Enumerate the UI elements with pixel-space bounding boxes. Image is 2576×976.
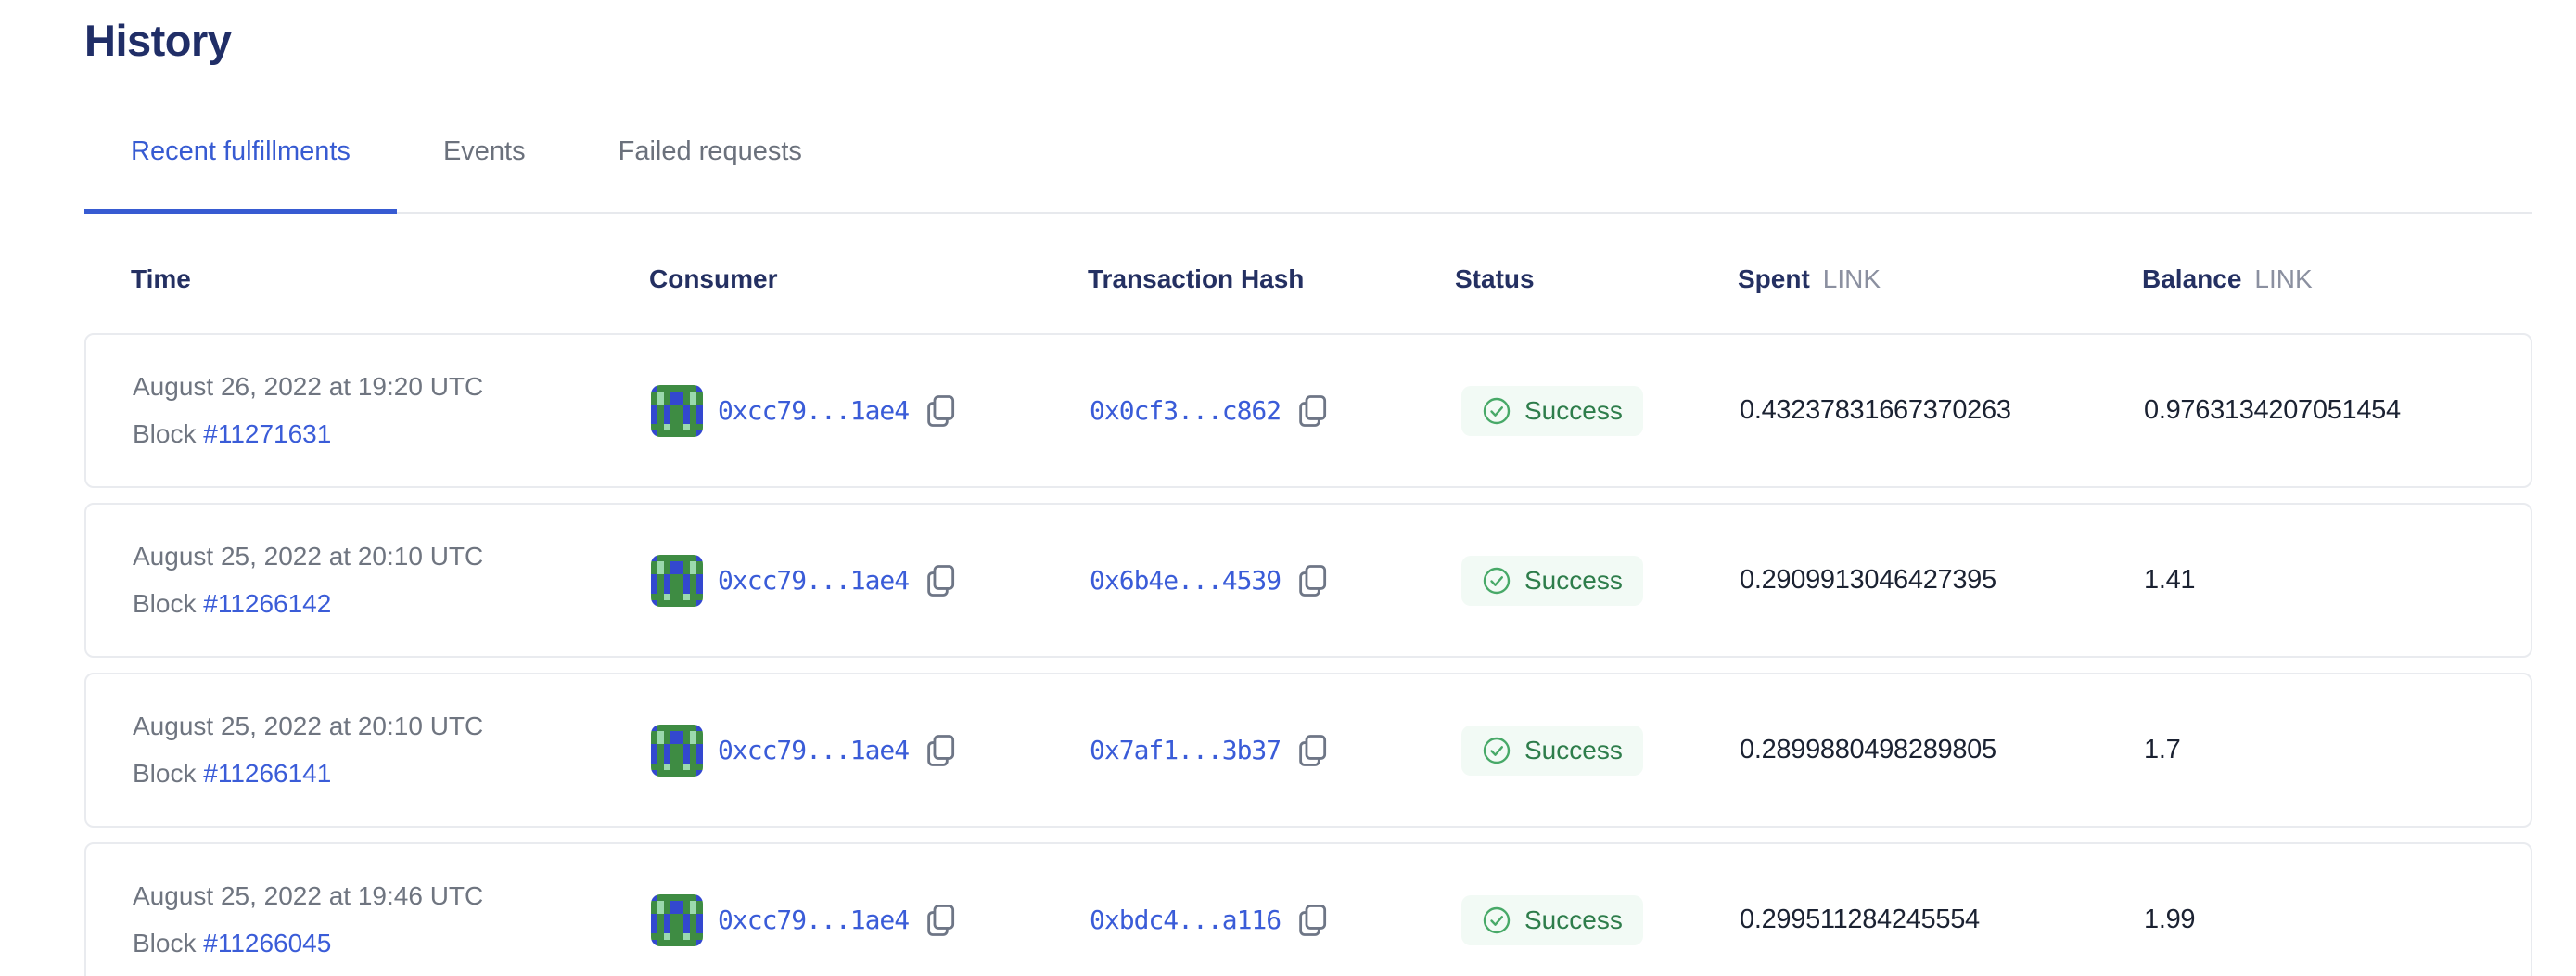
blockies-avatar-icon bbox=[651, 724, 703, 777]
spent-value: 0.2909913046427395 bbox=[1740, 565, 1996, 595]
block-label: Block bbox=[133, 589, 197, 618]
status-badge: Success bbox=[1461, 555, 1643, 606]
consumer-address-link[interactable]: 0xcc79...1ae4 bbox=[718, 905, 910, 935]
status-label: Success bbox=[1524, 565, 1623, 595]
timestamp: August 25, 2022 at 20:10 UTC bbox=[133, 712, 484, 740]
consumer-address-link[interactable]: 0xcc79...1ae4 bbox=[718, 735, 910, 765]
copy-icon[interactable] bbox=[925, 563, 957, 598]
table-header: Time Consumer Transaction Hash Status Sp… bbox=[84, 264, 2532, 294]
copy-icon[interactable] bbox=[1297, 903, 1329, 938]
header-transaction-hash: Transaction Hash bbox=[1088, 264, 1305, 293]
timestamp: August 26, 2022 at 19:20 UTC bbox=[133, 372, 484, 401]
blockies-avatar-icon bbox=[651, 384, 703, 437]
page-title: History bbox=[84, 16, 232, 65]
time-cell: August 25, 2022 at 20:10 UTC Block #1126… bbox=[133, 713, 651, 787]
block-link[interactable]: #11271631 bbox=[203, 419, 332, 448]
block-label: Block bbox=[133, 759, 197, 788]
table-row: August 25, 2022 at 20:10 UTC Block #1126… bbox=[84, 503, 2532, 658]
block-link[interactable]: #11266045 bbox=[203, 929, 332, 957]
spent-value: 0.43237831667370263 bbox=[1740, 395, 2011, 425]
status-cell: Success bbox=[1457, 725, 1740, 776]
block-label: Block bbox=[133, 929, 197, 957]
time-cell: August 25, 2022 at 20:10 UTC Block #1126… bbox=[133, 544, 651, 617]
consumer-cell: 0xcc79...1ae4 bbox=[651, 554, 1090, 607]
consumer-address-link[interactable]: 0xcc79...1ae4 bbox=[718, 565, 910, 596]
block-link[interactable]: #11266141 bbox=[203, 759, 332, 788]
balance-value: 1.41 bbox=[2144, 565, 2196, 595]
copy-icon[interactable] bbox=[925, 903, 957, 938]
copy-icon[interactable] bbox=[925, 393, 957, 429]
header-time: Time bbox=[131, 264, 191, 293]
copy-icon[interactable] bbox=[1297, 733, 1329, 768]
spent-value: 0.2899880498289805 bbox=[1740, 735, 1996, 764]
check-circle-icon bbox=[1483, 737, 1511, 764]
time-cell: August 25, 2022 at 19:46 UTC Block #1126… bbox=[133, 883, 651, 957]
tx-hash-link[interactable]: 0x7af1...3b37 bbox=[1090, 735, 1282, 765]
header-spent-unit: LINK bbox=[1822, 264, 1881, 293]
time-cell: August 26, 2022 at 19:20 UTC Block #1127… bbox=[133, 374, 651, 447]
tabs: Recent fulfillments Events Failed reques… bbox=[84, 136, 2532, 214]
spent-value: 0.299511284245554 bbox=[1740, 905, 1980, 934]
status-cell: Success bbox=[1457, 894, 1740, 945]
blockies-avatar-icon bbox=[651, 554, 703, 607]
table-row: August 25, 2022 at 20:10 UTC Block #1126… bbox=[84, 673, 2532, 828]
header-balance-unit: LINK bbox=[2254, 264, 2313, 293]
tx-hash-cell: 0x0cf3...c862 bbox=[1090, 393, 1457, 429]
balance-value: 1.7 bbox=[2144, 735, 2181, 764]
consumer-cell: 0xcc79...1ae4 bbox=[651, 893, 1090, 946]
consumer-cell: 0xcc79...1ae4 bbox=[651, 724, 1090, 777]
header-consumer: Consumer bbox=[649, 264, 778, 293]
blockies-avatar-icon bbox=[651, 893, 703, 946]
header-spent: Spent LINK bbox=[1738, 264, 1881, 293]
header-balance: Balance LINK bbox=[2142, 264, 2313, 293]
copy-icon[interactable] bbox=[1297, 393, 1329, 429]
block-line: Block #11266142 bbox=[133, 591, 651, 617]
status-badge: Success bbox=[1461, 725, 1643, 776]
status-badge: Success bbox=[1461, 385, 1643, 436]
block-line: Block #11271631 bbox=[133, 421, 651, 447]
tab-failed-requests[interactable]: Failed requests bbox=[618, 136, 802, 166]
check-circle-icon bbox=[1483, 906, 1511, 933]
balance-value: 1.99 bbox=[2144, 905, 2196, 934]
table-row: August 26, 2022 at 19:20 UTC Block #1127… bbox=[84, 333, 2532, 488]
block-link[interactable]: #11266142 bbox=[203, 589, 332, 618]
balance-value: 0.9763134207051454 bbox=[2144, 395, 2401, 425]
block-line: Block #11266045 bbox=[133, 931, 651, 957]
tx-hash-cell: 0xbdc4...a116 bbox=[1090, 903, 1457, 938]
check-circle-icon bbox=[1483, 397, 1511, 424]
tx-hash-link[interactable]: 0x0cf3...c862 bbox=[1090, 395, 1282, 426]
tab-events[interactable]: Events bbox=[442, 136, 526, 166]
copy-icon[interactable] bbox=[1297, 563, 1329, 598]
tx-hash-link[interactable]: 0x6b4e...4539 bbox=[1090, 565, 1282, 596]
table-body: August 26, 2022 at 19:20 UTC Block #1127… bbox=[84, 333, 2576, 976]
status-badge: Success bbox=[1461, 894, 1643, 945]
tx-hash-cell: 0x6b4e...4539 bbox=[1090, 563, 1457, 598]
status-label: Success bbox=[1524, 905, 1623, 934]
check-circle-icon bbox=[1483, 567, 1511, 594]
status-cell: Success bbox=[1457, 385, 1740, 436]
table-row: August 25, 2022 at 19:46 UTC Block #1126… bbox=[84, 842, 2532, 976]
tx-hash-link[interactable]: 0xbdc4...a116 bbox=[1090, 905, 1282, 935]
tab-recent-fulfillments[interactable]: Recent fulfillments bbox=[84, 136, 397, 214]
tx-hash-cell: 0x7af1...3b37 bbox=[1090, 733, 1457, 768]
consumer-address-link[interactable]: 0xcc79...1ae4 bbox=[718, 395, 910, 426]
block-line: Block #11266141 bbox=[133, 761, 651, 787]
header-status: Status bbox=[1455, 264, 1535, 293]
consumer-cell: 0xcc79...1ae4 bbox=[651, 384, 1090, 437]
status-cell: Success bbox=[1457, 555, 1740, 606]
block-label: Block bbox=[133, 419, 197, 448]
status-label: Success bbox=[1524, 735, 1623, 764]
copy-icon[interactable] bbox=[925, 733, 957, 768]
timestamp: August 25, 2022 at 20:10 UTC bbox=[133, 542, 484, 571]
status-label: Success bbox=[1524, 395, 1623, 425]
timestamp: August 25, 2022 at 19:46 UTC bbox=[133, 881, 484, 910]
